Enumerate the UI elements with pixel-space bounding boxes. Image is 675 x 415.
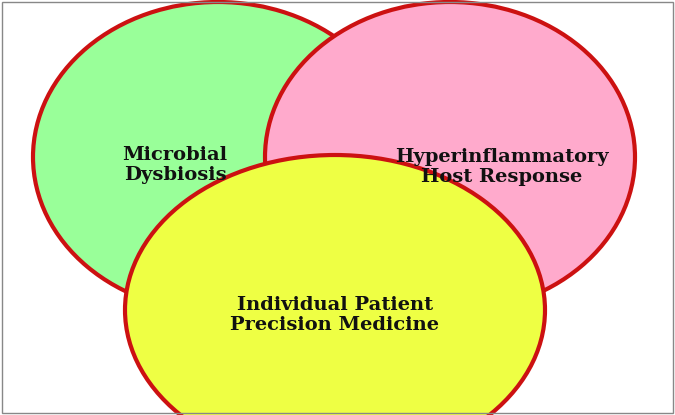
Ellipse shape (265, 2, 635, 312)
Ellipse shape (125, 155, 545, 415)
Text: Individual Patient
Precision Medicine: Individual Patient Precision Medicine (230, 295, 439, 334)
Text: Microbial
Dysbiosis: Microbial Dysbiosis (122, 146, 227, 184)
Ellipse shape (33, 2, 403, 312)
Text: Hyperinflammatory
Host Response: Hyperinflammatory Host Response (395, 148, 609, 186)
